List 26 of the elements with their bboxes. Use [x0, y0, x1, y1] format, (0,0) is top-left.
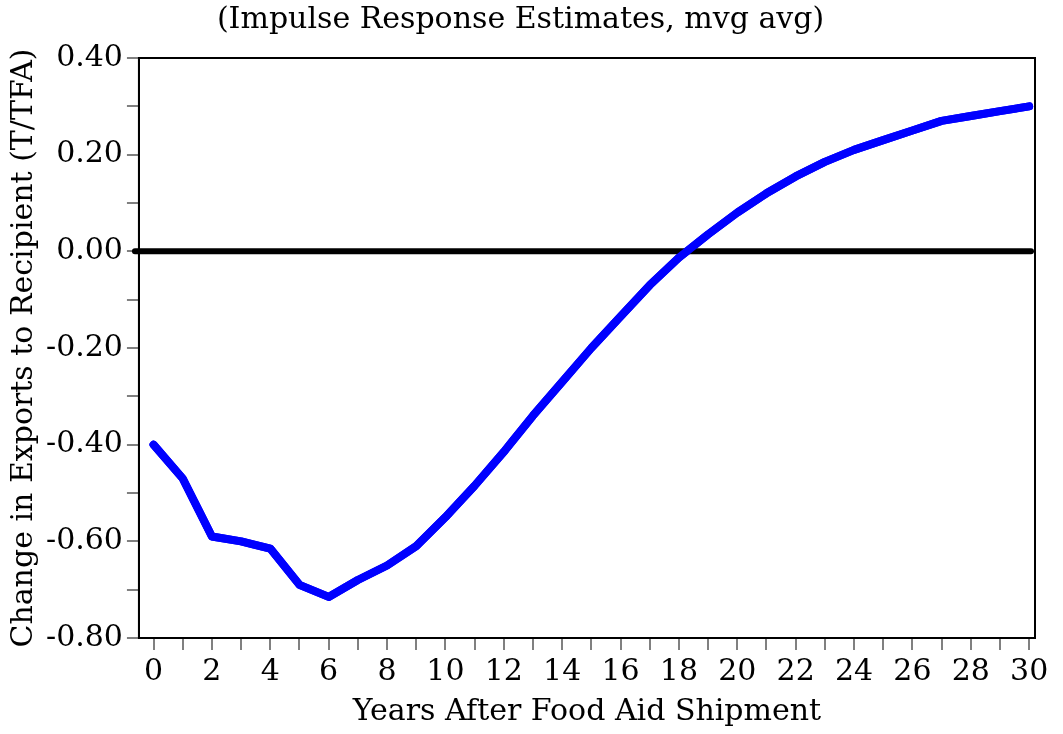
x-axis-title: Years After Food Aid Shipment: [351, 691, 822, 727]
y-tick-label: -0.40: [46, 424, 123, 460]
y-tick-label: 0.20: [56, 134, 123, 170]
x-tick-label: 4: [260, 651, 280, 687]
x-tick-label: 28: [951, 651, 990, 687]
x-tick-label: 30: [1010, 651, 1049, 687]
x-tick-label: 0: [143, 651, 164, 687]
x-tick-label: 6: [319, 651, 339, 687]
y-axis-title: Change in Exports to Recipient (T/TFA): [3, 48, 39, 648]
y-tick-label: 0.40: [56, 37, 123, 73]
x-tick-label: 22: [776, 651, 815, 687]
chart-title: (Impulse Response Estimates, mvg avg): [216, 0, 825, 35]
x-tick-label: 26: [893, 651, 932, 687]
x-tick-label: 2: [202, 651, 222, 687]
x-tick-label: 18: [659, 651, 698, 687]
x-tick-label: 8: [377, 651, 397, 687]
y-tick-label: -0.20: [46, 327, 123, 363]
x-tick-label: 14: [543, 651, 582, 687]
x-tick-label: 20: [718, 651, 757, 687]
y-tick-label: 0.00: [56, 231, 123, 267]
y-tick-label: -0.60: [46, 521, 123, 557]
x-tick-label: 10: [426, 651, 465, 687]
y-tick-label: -0.80: [46, 617, 123, 653]
x-tick-label: 16: [601, 651, 640, 687]
x-tick-label: 24: [834, 651, 874, 687]
x-tick-label: 12: [484, 651, 523, 687]
